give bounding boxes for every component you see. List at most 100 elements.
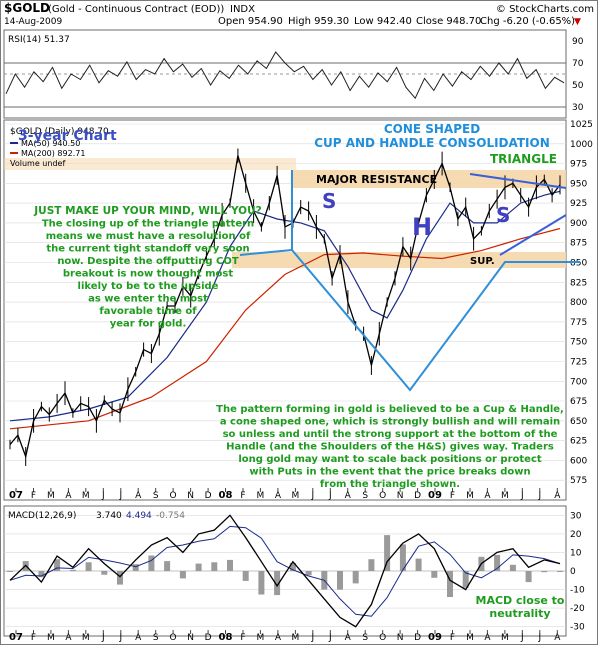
- x-tick-label: A: [135, 491, 142, 501]
- macd-hist-bar: [179, 571, 186, 579]
- annotation-left-line: now. Despite the offputting COT: [57, 256, 239, 267]
- macd-hist-bar: [305, 571, 312, 576]
- cone-pattern-line: [291, 170, 580, 392]
- macd-hist-bar: [85, 562, 92, 571]
- x-tick-label: 08: [219, 490, 233, 501]
- x-tick-label: 09: [428, 632, 442, 643]
- x-tick-label: M: [501, 491, 509, 501]
- macd-hist-bar: [274, 571, 281, 596]
- header-symbol: $GOLD: [4, 1, 50, 15]
- x-tick-label: M: [292, 491, 300, 501]
- x-tick-label: S: [153, 491, 159, 501]
- macd-hist-bar: [352, 571, 359, 584]
- ma200-line: [9, 227, 561, 430]
- annotation-bottom-line: The pattern forming in gold is believed …: [216, 404, 564, 415]
- annotation-left-line: the current tight standoff very soon: [46, 244, 249, 255]
- annotation-right-shoulder: S: [496, 203, 510, 227]
- annotation-bottom-text: The pattern forming in gold is believed …: [216, 404, 564, 490]
- macd-hist-bar: [148, 555, 155, 571]
- x-tick-label: J: [310, 491, 314, 501]
- macd-hist-bar: [54, 559, 61, 571]
- x-tick-label: M: [257, 633, 265, 643]
- price-tick-label: 900: [570, 219, 587, 229]
- ma50-line: [9, 190, 561, 422]
- x-tick-label: J: [118, 633, 122, 643]
- annotation-left-line: The closing up of the triangle pattern: [42, 219, 254, 230]
- price-tick-label: 925: [570, 199, 587, 209]
- x-tick-label: O: [170, 633, 177, 643]
- price-tick-label: 1025: [570, 120, 593, 130]
- x-tick-label: N: [187, 491, 194, 501]
- macd-yticks: 30 20 10 0 -10 -20 -30: [4, 511, 585, 633]
- price-panel: 1025 1000 975 950 925 900 875 850 825 800 775 750 72…: [3, 119, 593, 501]
- annotation-left-line: year for gold.: [110, 319, 187, 330]
- macd-title: MACD(12,26,9): [8, 511, 76, 521]
- header-change: Chg -6.20 (-0.65%): [480, 16, 575, 27]
- macd-hist-bar: [384, 535, 391, 571]
- x-tick-label: J: [101, 491, 105, 501]
- header-change-arrow: ▼: [574, 17, 581, 27]
- macd-hist-bar: [494, 554, 501, 571]
- price-tick-label: 575: [570, 476, 587, 486]
- x-tick-label: M: [47, 633, 55, 643]
- cone-left-stub: [239, 249, 293, 256]
- annotation-macd-note-1: MACD close to: [476, 594, 565, 607]
- annotation-cone-1: CONE SHAPED: [384, 122, 480, 136]
- price-grid: [4, 123, 566, 481]
- x-tick-label: 07: [9, 632, 23, 643]
- macd-tick-label: 30: [570, 511, 582, 521]
- annotation-left-shoulder: S: [322, 189, 336, 213]
- x-tick-label: M: [466, 491, 474, 501]
- macd-hist-bar: [431, 571, 438, 578]
- macd-hist-bar: [399, 544, 406, 571]
- annotation-bottom-line: so unless and until the strong support a…: [223, 429, 558, 440]
- price-legend-title: $GOLD (Daily) 948.70: [10, 127, 109, 137]
- price-tick-label: 600: [570, 456, 587, 466]
- macd-hist-bar: [7, 571, 13, 572]
- annotation-left-line: breakout is now thought most: [63, 269, 233, 280]
- x-tick-label: F: [31, 491, 36, 501]
- x-tick-label: O: [170, 491, 177, 501]
- x-tick-label: A: [554, 491, 561, 501]
- macd-line: [9, 514, 561, 628]
- x-tick-label: 07: [9, 490, 23, 501]
- x-tick-label: F: [240, 491, 245, 501]
- x-tick-label: A: [484, 633, 491, 643]
- macd-hist-bar: [525, 571, 532, 583]
- rsi-tick-label: 30: [572, 103, 584, 113]
- price-tick-label: 700: [570, 377, 587, 387]
- x-tick-label: D: [205, 491, 212, 501]
- header-credit: © StockCharts.com: [496, 4, 594, 15]
- x-tick-label: A: [135, 633, 142, 643]
- macd-hist-bar: [101, 571, 108, 575]
- price-tick-label: 825: [570, 278, 587, 288]
- header-high: High 959.30: [288, 16, 349, 27]
- annotation-three-year: 3-year Chart: [18, 128, 117, 144]
- x-tick-label: A: [345, 633, 352, 643]
- price-tick-label: 950: [570, 179, 587, 189]
- x-tick-label: M: [257, 491, 265, 501]
- macd-hist-bar: [164, 561, 171, 571]
- x-tick-label: F: [31, 633, 36, 643]
- annotation-macd-note-2: neutrality: [489, 607, 550, 620]
- x-tick-label: D: [414, 633, 421, 643]
- macd-hist-bar: [195, 563, 202, 571]
- resistance-band: [292, 170, 566, 188]
- annotation-bottom-line: Handle (and the Shoulders of the H&S) gi…: [226, 442, 554, 453]
- price-xticks: 07 F M A M J J A S O N D 08 F M A M J J A S O N D 09 F M A M J J A: [9, 488, 561, 501]
- triangle-upper-line: [469, 173, 567, 189]
- annotation-triangle: TRIANGLE: [490, 152, 557, 166]
- annotation-left-line: means we must have a resolution of: [46, 231, 251, 242]
- price-tick-label: 850: [570, 259, 587, 269]
- header-open: Open 954.90: [218, 16, 283, 27]
- price-tick-label: 800: [570, 298, 587, 308]
- macd-hist-bar: [132, 564, 139, 571]
- x-tick-label: J: [520, 633, 524, 643]
- price-bars: [9, 148, 561, 466]
- macd-hist-value: -0.754: [156, 511, 185, 521]
- resistance-band-left: [4, 158, 296, 170]
- x-tick-label: J: [328, 633, 332, 643]
- macd-hist-bar: [211, 562, 218, 571]
- macd-hist-bar: [38, 571, 45, 578]
